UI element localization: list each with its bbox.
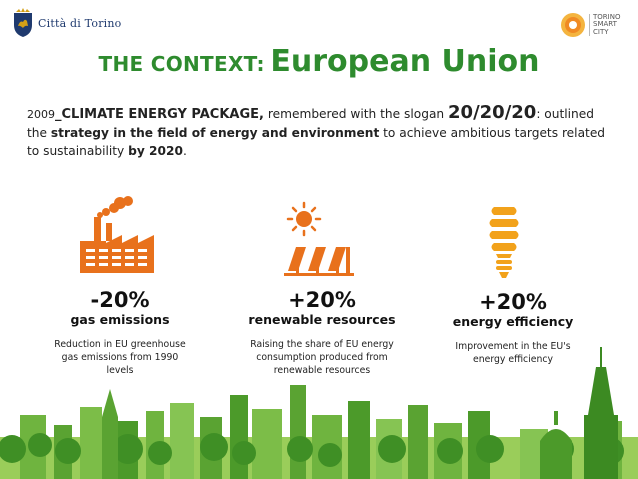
- description-line: Improvement in the EU's: [455, 341, 571, 352]
- title-main: European Union: [270, 44, 540, 79]
- intro-slogan: 20/20/20: [448, 102, 537, 123]
- description-line: consumption produced from: [256, 352, 388, 363]
- slide-title: THE CONTEXT: European Union: [0, 44, 638, 79]
- description-line: renewable resources: [273, 365, 371, 376]
- intro-separator: _: [55, 107, 62, 122]
- target-description: Improvement in the EU's energy efficienc…: [423, 340, 603, 366]
- intro-package-name: CLIMATE ENERGY PACKAGE,: [61, 107, 264, 122]
- torino-smart-city-logo: TORINO SMART CITY: [560, 12, 620, 38]
- target-description: Raising the share of EU energy consumpti…: [222, 338, 422, 377]
- intro-paragraph: 2009_CLIMATE ENERGY PACKAGE, remembered …: [27, 104, 617, 160]
- target-label: energy efficiency: [452, 314, 574, 329]
- target-value: +20%: [479, 290, 547, 314]
- intro-strategy: strategy in the field of energy and envi…: [50, 126, 380, 140]
- smart-city-wordmark: TORINO SMART CITY: [589, 12, 621, 37]
- target-value: +20%: [288, 288, 356, 312]
- intro-deadline: by 2020: [128, 144, 183, 158]
- lightbulb-icon: [489, 207, 519, 278]
- description-line: gas emissions from 1990: [61, 352, 179, 363]
- sun-icon: [286, 201, 322, 237]
- target-label: gas emissions: [70, 312, 170, 327]
- intro-year: 2009: [27, 108, 55, 121]
- org-name: Città di Torino: [38, 16, 122, 30]
- intro-text-achieve: to achieve ambitious targets related to …: [27, 126, 606, 158]
- description-line: Reduction in EU greenhouse: [54, 339, 186, 350]
- target-energy-efficiency: +20% energy efficiency Improvement in th…: [423, 290, 603, 366]
- intro-text-before-slogan: remembered with the slogan: [263, 107, 449, 121]
- title-prefix: THE CONTEXT:: [98, 52, 265, 76]
- intro-after-slogan: :: [536, 107, 541, 121]
- target-label: renewable resources: [248, 312, 396, 327]
- description-line: energy efficiency: [473, 354, 553, 365]
- church-spire: [102, 389, 118, 479]
- target-description: Reduction in EU greenhouse gas emissions…: [30, 338, 210, 377]
- smart-city-line-1: TORINO: [593, 12, 621, 21]
- mole-antonelliana-tower: [584, 347, 618, 479]
- description-line: levels: [106, 365, 134, 376]
- intro-text-outlined: outlined the: [27, 107, 594, 140]
- smart-city-line-2: SMART: [593, 20, 617, 29]
- city-of-turin-logo: Città di Torino: [12, 8, 121, 38]
- city-skyline-illustration: [0, 347, 638, 479]
- target-value: -20%: [90, 288, 150, 312]
- solar-panels-icon: [284, 201, 354, 276]
- smart-city-line-3: CITY: [593, 27, 609, 36]
- coat-of-arms-icon: [14, 8, 32, 37]
- target-renewable-resources: +20% renewable resources Raising the sha…: [222, 288, 422, 377]
- description-line: Raising the share of EU energy: [250, 339, 394, 350]
- dome-building: [540, 411, 572, 479]
- intro-period: .: [182, 144, 187, 158]
- smart-city-mark-icon: [561, 13, 585, 37]
- factory-icon: [76, 193, 156, 273]
- target-gas-emissions: -20% gas emissions Reduction in EU green…: [30, 288, 210, 377]
